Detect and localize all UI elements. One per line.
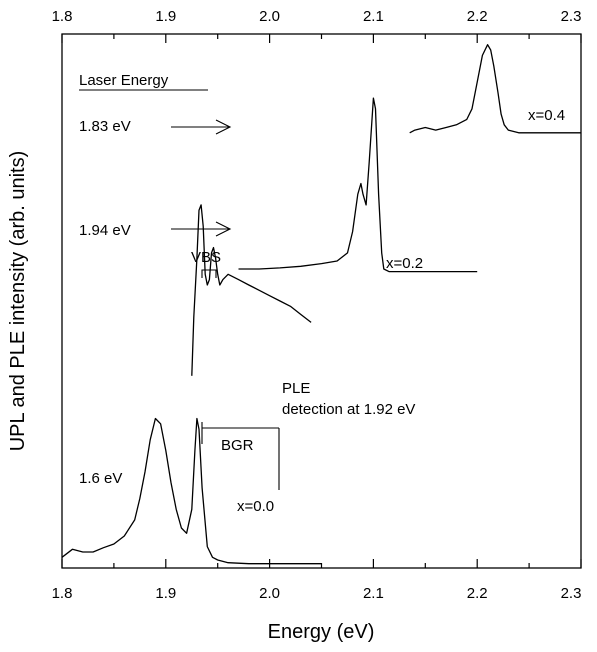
top-tick-label: 2.0 [259, 8, 280, 25]
laser-energy-1: 1.83 eV [79, 118, 131, 135]
top-tick-label: 1.8 [52, 8, 73, 25]
top-tick-label: 2.1 [363, 8, 384, 25]
vbs-bracket [201, 269, 217, 278]
top-tick-label: 2.3 [561, 8, 582, 25]
laser-energy-heading: Laser Energy [79, 72, 169, 89]
right-arrow-icon [171, 119, 232, 135]
series-line [409, 44, 581, 134]
x-tick-label: 2.2 [467, 585, 488, 602]
x-tick-label: 1.8 [52, 585, 73, 602]
right-arrow-icon [171, 221, 232, 237]
x-tick-label: 2.0 [259, 585, 280, 602]
series-label-x00: x=0.0 [237, 498, 274, 515]
x-tick-label: 2.3 [561, 585, 582, 602]
x-tick-label: 2.1 [363, 585, 384, 602]
series-line [61, 417, 322, 565]
top-tick-label: 1.9 [155, 8, 176, 25]
ple-label: PLE [282, 380, 310, 397]
y-axis-title: UPL and PLE intensity (arb. units) [7, 151, 29, 452]
series-line [191, 204, 312, 376]
laser-energy-2: 1.94 eV [79, 222, 131, 239]
vbs-label: VBS [191, 249, 221, 266]
series-label-x04: x=0.4 [528, 107, 565, 124]
ple-detection-label: detection at 1.92 eV [282, 401, 415, 418]
series-line [238, 97, 478, 273]
x-axis-title: Energy (eV) [268, 621, 375, 643]
series-label-x02: x=0.2 [386, 255, 423, 272]
plot-frame [61, 33, 582, 569]
top-axis-ticks [61, 34, 582, 43]
series-layer [61, 44, 581, 565]
x-tick-label: 1.9 [155, 585, 176, 602]
laser-energy-3: 1.6 eV [79, 470, 122, 487]
top-tick-label: 2.2 [467, 8, 488, 25]
bgr-label: BGR [221, 437, 254, 454]
